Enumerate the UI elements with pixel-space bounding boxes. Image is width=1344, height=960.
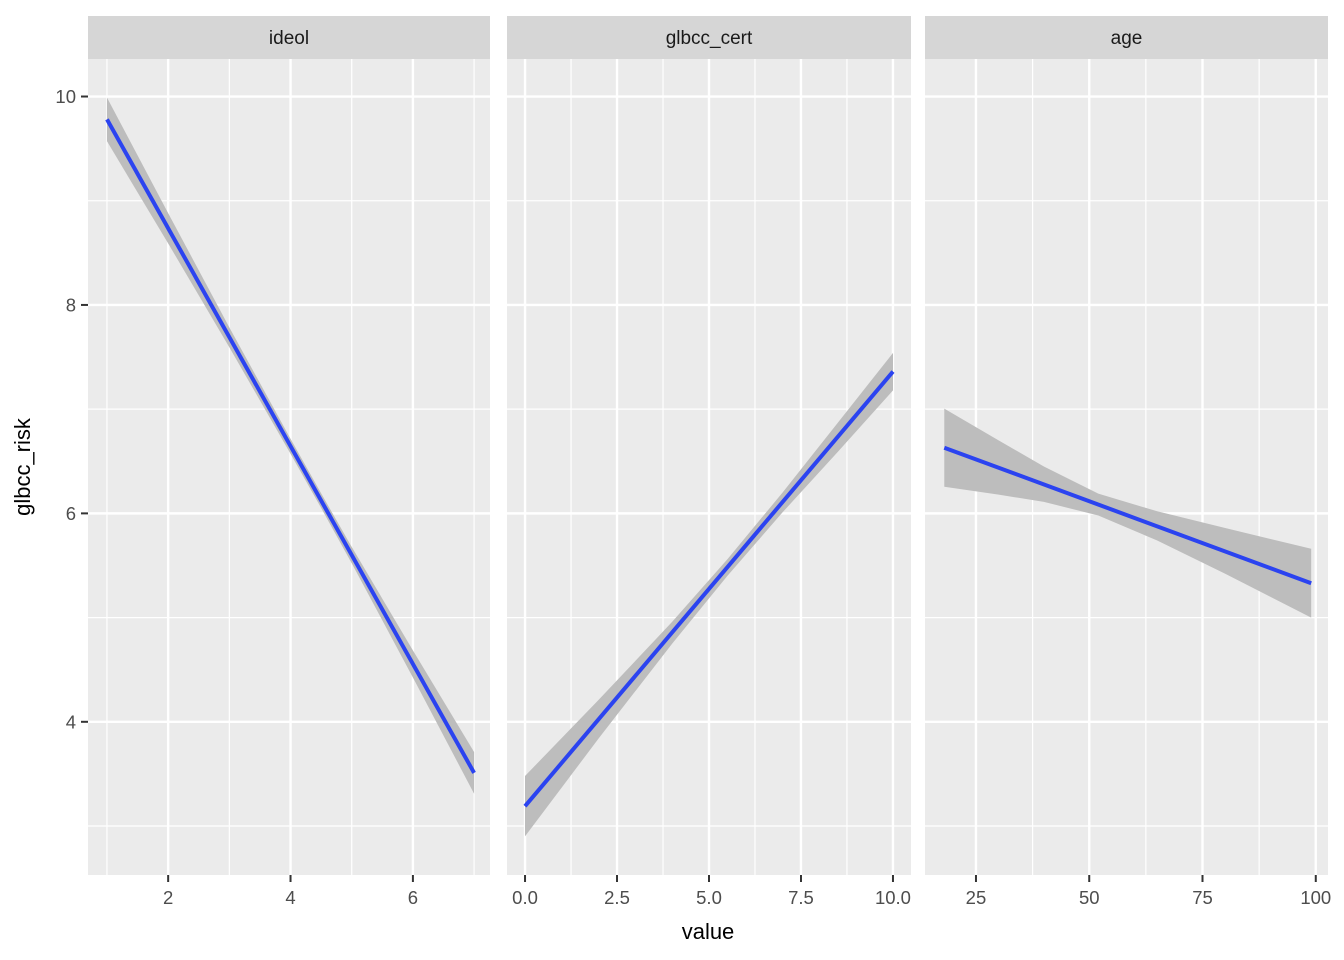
x-tick-label: 25 [966,887,987,908]
facet-strip-label: ideol [269,28,309,49]
y-tick-label: 6 [66,503,76,524]
x-tick-label: 50 [1079,887,1100,908]
y-axis-title: glbcc_risk [10,418,35,516]
regression-line [943,445,1312,586]
x-axis-title: value [681,919,735,944]
facet-strip [88,16,490,59]
y-tick-label: 10 [55,86,76,107]
regression-line [105,118,476,774]
x-tick-label: 6 [408,887,418,908]
x-tick-label: 4 [285,887,295,908]
x-tick-label: 7.5 [788,887,814,908]
regression-line [523,370,895,808]
facet-strip [507,16,911,59]
x-tick-label: 2.5 [604,887,630,908]
confidence-ribbon [525,352,893,837]
y-tick-label: 4 [66,711,76,732]
x-tick-label: 100 [1300,887,1331,908]
facet-strip-label: glbcc_cert [666,28,753,49]
x-tick-label: 0.0 [512,887,538,908]
x-tick-label: 5.0 [696,887,722,908]
x-tick-label: 10.0 [875,887,911,908]
confidence-ribbon [944,408,1312,618]
facet-strip [925,16,1328,59]
x-tick-label: 75 [1192,887,1213,908]
facet-strip-label: age [1111,28,1143,49]
y-tick-label: 8 [66,294,76,315]
x-tick-label: 2 [163,887,173,908]
